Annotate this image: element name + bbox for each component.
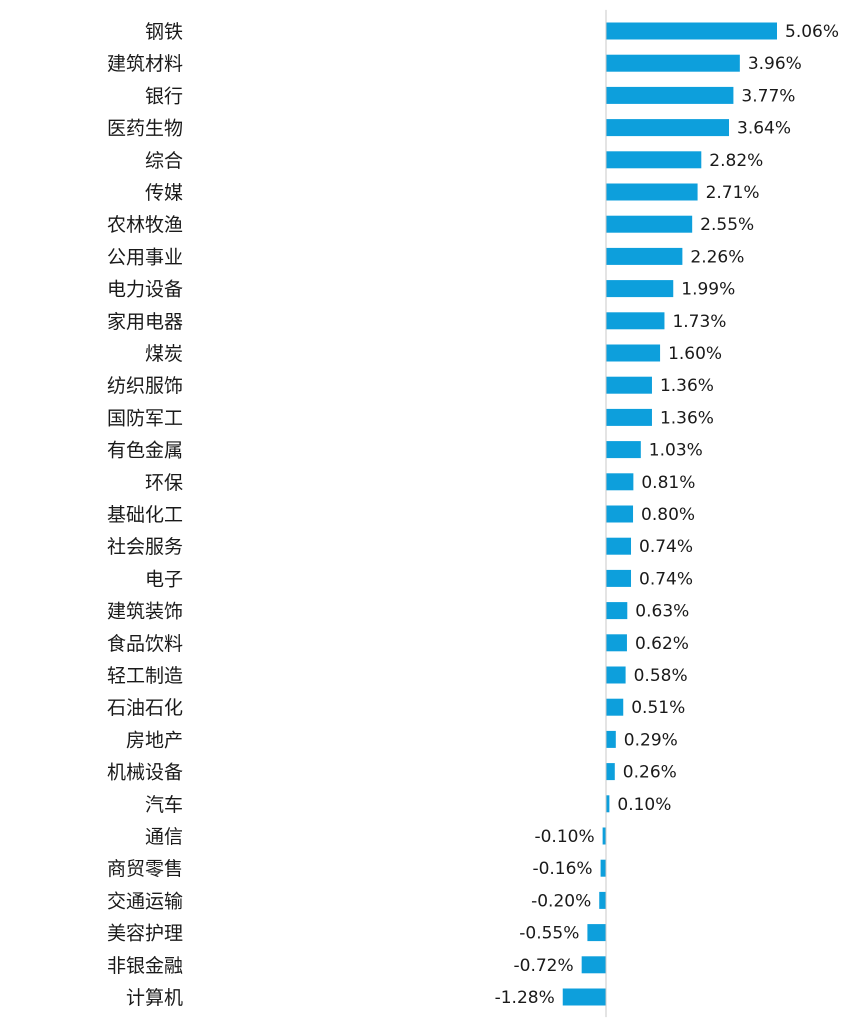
bar <box>581 956 606 974</box>
category-label: 环保 <box>145 472 183 494</box>
category-label: 国防军工 <box>107 407 183 429</box>
bar <box>606 763 615 781</box>
data-label: 0.58% <box>634 666 688 686</box>
category-label: 纺织服饰 <box>107 375 183 397</box>
data-label: 1.36% <box>660 408 714 428</box>
category-label: 通信 <box>145 826 183 848</box>
data-label: 0.74% <box>639 537 693 557</box>
bar <box>606 280 674 298</box>
bar <box>587 924 606 942</box>
data-label: 3.96% <box>748 54 802 74</box>
bar <box>606 698 624 716</box>
category-label: 农林牧渔 <box>107 214 183 236</box>
bar <box>606 537 632 555</box>
data-label: -0.72% <box>514 956 574 976</box>
bar <box>606 795 610 813</box>
category-label: 社会服务 <box>107 536 183 558</box>
bar <box>606 602 628 620</box>
bar <box>606 151 702 169</box>
bar <box>606 86 734 104</box>
data-label: -0.55% <box>519 924 579 944</box>
category-label: 房地产 <box>126 729 183 751</box>
bar <box>606 634 627 652</box>
bar <box>606 183 698 201</box>
category-label: 综合 <box>145 150 183 172</box>
bar <box>606 344 661 362</box>
bar <box>606 473 634 491</box>
category-label: 汽车 <box>145 794 183 816</box>
bar <box>606 569 632 587</box>
data-label: 1.73% <box>672 312 726 332</box>
category-label: 美容护理 <box>107 923 183 945</box>
data-label: 3.64% <box>737 119 791 139</box>
category-label: 机械设备 <box>107 762 183 784</box>
category-label: 电力设备 <box>107 279 183 301</box>
bar <box>606 408 652 426</box>
bar <box>606 441 641 459</box>
data-label: 2.55% <box>700 215 754 235</box>
category-label: 煤炭 <box>145 343 183 365</box>
bar <box>602 827 606 845</box>
category-label: 非银金融 <box>107 955 183 977</box>
bar <box>606 312 665 330</box>
data-label: 5.06% <box>785 22 839 42</box>
bar <box>606 730 616 748</box>
category-label: 公用事业 <box>107 246 183 268</box>
data-label: 1.36% <box>660 376 714 396</box>
data-label: 0.26% <box>623 763 677 783</box>
category-labels: 钢铁建筑材料银行医药生物综合传媒农林牧渔公用事业电力设备家用电器煤炭纺织服饰国防… <box>107 21 183 1009</box>
data-label: 0.10% <box>617 795 671 815</box>
bar <box>562 988 606 1006</box>
category-label: 石油石化 <box>107 697 183 719</box>
category-label: 有色金属 <box>107 440 183 462</box>
bar <box>606 22 777 40</box>
category-label: 建筑材料 <box>107 53 183 75</box>
category-label: 商贸零售 <box>107 858 183 880</box>
category-label: 传媒 <box>145 182 183 204</box>
bar <box>606 505 634 523</box>
data-label: 0.51% <box>631 698 685 718</box>
data-label: 0.62% <box>635 634 689 654</box>
data-label: 1.03% <box>649 441 703 461</box>
bar <box>599 891 606 909</box>
category-label: 基础化工 <box>107 504 183 526</box>
data-label: 0.80% <box>641 505 695 525</box>
bar <box>600 859 606 877</box>
category-label: 电子 <box>145 568 183 590</box>
data-label: -0.16% <box>532 859 592 879</box>
data-label: 0.29% <box>624 730 678 750</box>
data-label: 3.77% <box>741 86 795 106</box>
category-label: 交通运输 <box>107 890 183 912</box>
data-label: 0.74% <box>639 569 693 589</box>
bar <box>606 247 683 265</box>
category-label: 计算机 <box>126 987 183 1009</box>
data-label: 2.71% <box>706 183 760 203</box>
category-label: 钢铁 <box>145 21 183 43</box>
category-label: 家用电器 <box>107 311 183 333</box>
data-label: 2.82% <box>709 151 763 171</box>
data-label: -0.20% <box>531 891 591 911</box>
category-label: 银行 <box>145 85 183 107</box>
category-label: 医药生物 <box>107 118 183 140</box>
value-labels: 5.06% 3.96% 3.77% 3.64% 2.82% 2.71% 2.55% 2.26%… <box>495 22 839 1008</box>
category-label: 建筑装饰 <box>107 601 183 623</box>
bar <box>606 119 730 137</box>
data-label: 0.63% <box>635 602 689 622</box>
bar <box>606 376 652 394</box>
bar <box>606 666 626 684</box>
bars-layer <box>562 22 777 1006</box>
category-label: 轻工制造 <box>107 665 183 687</box>
data-label: 2.26% <box>690 247 744 267</box>
data-label: 1.60% <box>668 344 722 364</box>
data-label: 0.81% <box>641 473 695 493</box>
data-label: -1.28% <box>495 988 555 1008</box>
data-label: 1.99% <box>681 280 735 300</box>
category-label: 食品饮料 <box>107 633 183 655</box>
data-label: -0.10% <box>534 827 594 847</box>
bar <box>606 54 740 72</box>
bar <box>606 215 693 233</box>
